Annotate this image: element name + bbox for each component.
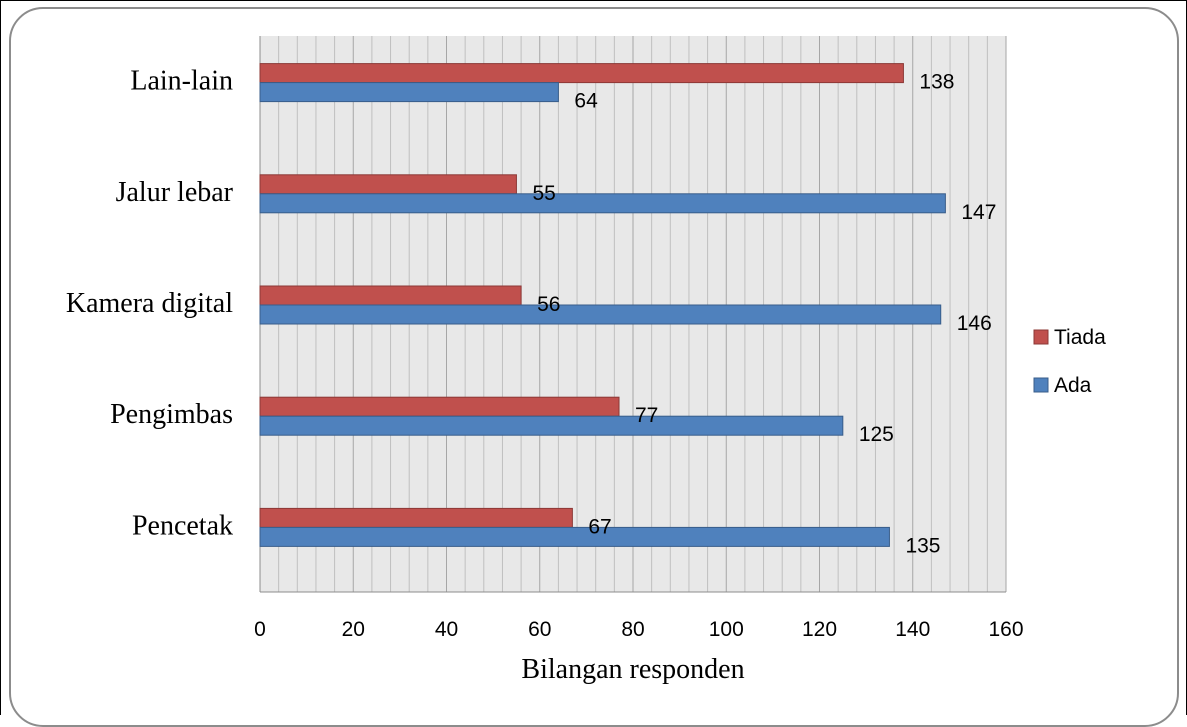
tick-labels: 0 20 40 60 80 100 120 140 160 [254,618,1023,641]
data-label: 135 [905,534,940,557]
legend-label-tiada: Tiada [1054,326,1106,349]
data-label: 125 [859,423,894,446]
data-label: 56 [537,293,560,316]
bar-ada [259,304,942,325]
data-label: 64 [574,90,598,113]
data-label: 67 [588,515,611,538]
category-label: Kamera digital [66,288,233,319]
category-labels: Lain-lain Jalur lebar Kamera digital Pengim… [66,66,234,542]
x-tick-label: 20 [342,618,365,641]
bars [259,63,946,547]
data-label: 147 [961,201,996,224]
data-labels: 138 64 55 147 56 146 77 125 67 135 [532,71,996,558]
bar-tiada [259,285,522,306]
x-tick-label: 100 [709,618,744,641]
x-tick-label: 160 [988,618,1023,641]
legend-swatch-ada [1033,377,1049,393]
x-tick-label: 0 [254,618,266,641]
x-tick-label: 60 [528,618,551,641]
bar-ada [259,82,559,103]
category-label: Lain-lain [130,66,233,97]
data-label: 146 [957,312,992,335]
legend: Tiada Ada [1033,326,1106,397]
category-label: Pengimbas [110,399,233,430]
category-label: Jalur lebar [116,177,234,208]
bar-tiada [259,63,904,84]
x-tick-label: 120 [802,618,837,641]
x-tick-label: 40 [435,618,458,641]
bar-tiada [259,507,573,528]
bar-tiada [259,396,620,417]
bar-tiada [259,174,517,195]
data-label: 55 [532,182,555,205]
data-label: 77 [635,404,658,427]
bar-ada [259,526,890,547]
legend-label-ada: Ada [1054,374,1092,397]
x-axis-title: Bilangan responden [521,654,744,685]
legend-swatch-tiada [1033,329,1049,345]
bar-ada [259,415,844,436]
category-label: Pencetak [132,510,233,541]
data-label: 138 [919,71,954,94]
x-tick-label: 80 [621,618,644,641]
bar-ada [259,193,946,214]
x-tick-label: 140 [895,618,930,641]
